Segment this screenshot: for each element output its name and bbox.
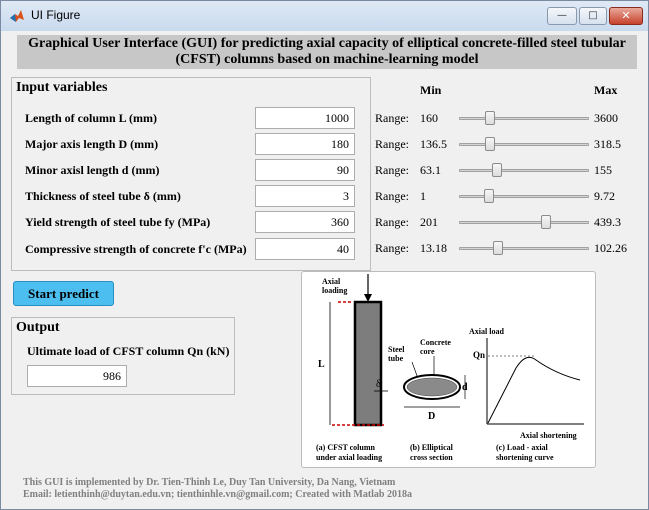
gui-header: Graphical User Interface (GUI) for predi… — [17, 35, 637, 69]
slider-track — [459, 143, 589, 146]
slider-thumb[interactable] — [493, 241, 503, 255]
max-header: Max — [594, 83, 618, 97]
maximize-button[interactable]: □ — [579, 7, 607, 25]
yield-strength-input[interactable]: 360 — [255, 211, 355, 233]
range-max-concrete-strength: 102.26 — [594, 241, 627, 255]
yield-strength-label: Yield strength of steel tube fy (MPa) — [25, 215, 211, 229]
axial-loading-label-1: Axial — [322, 277, 341, 286]
caption-a-line-2: under axial loading — [316, 453, 382, 462]
range-label-major-axis: Range: — [375, 137, 409, 151]
range-label-yield-strength: Range: — [375, 215, 409, 229]
range-label-thickness: Range: — [375, 189, 409, 203]
concrete-core-label-2: core — [420, 347, 435, 356]
column-fill — [355, 302, 381, 425]
range-max-thickness: 9.72 — [594, 189, 615, 203]
slider-thumb[interactable] — [541, 215, 552, 229]
range-max-length: 3600 — [594, 111, 618, 125]
range-max-yield-strength: 439.3 — [594, 215, 621, 229]
length-slider[interactable] — [459, 111, 589, 125]
slider-track — [459, 169, 589, 172]
ultimate-load-label: Ultimate load of CFST column Qn (kN) — [27, 344, 230, 358]
length-symbol: L — [318, 359, 325, 370]
major-axis-symbol: D — [428, 411, 435, 422]
input-variables-title: Input variables — [16, 80, 108, 95]
load-arrow-head — [364, 294, 372, 302]
range-min-length: 160 — [420, 111, 438, 125]
concrete-strength-slider[interactable] — [459, 241, 589, 255]
minor-axis-input[interactable]: 90 — [255, 159, 355, 181]
delta-symbol: δ — [376, 379, 381, 390]
output-panel: Output — [11, 317, 235, 395]
range-label-minor-axis: Range: — [375, 163, 409, 177]
concrete-core-ellipse — [406, 377, 458, 397]
header-line-2: (CFST) columns based on machine-learning… — [175, 52, 479, 67]
range-max-minor-axis: 155 — [594, 163, 612, 177]
range-min-yield-strength: 201 — [420, 215, 438, 229]
range-max-major-axis: 318.5 — [594, 137, 621, 151]
thickness-label: Thickness of steel tube δ (mm) — [25, 189, 181, 203]
caption-b-line-2: cross section — [410, 453, 453, 462]
thickness-input[interactable]: 3 — [255, 185, 355, 207]
minor-axis-slider[interactable] — [459, 163, 589, 177]
steel-tube-label-1: Steel — [388, 345, 405, 354]
start-predict-button[interactable]: Start predict — [13, 281, 114, 306]
axial-load-axis-label: Axial load — [469, 327, 504, 336]
concrete-strength-input[interactable]: 40 — [255, 238, 355, 260]
concrete-core-label-1: Concrete — [420, 338, 451, 347]
load-shortening-curve — [487, 356, 581, 424]
caption-b-line-1: (b) Elliptical — [410, 443, 454, 452]
axial-shortening-axis-label: Axial shortening — [520, 431, 577, 440]
caption-a-line-1: (a) CFST column — [316, 443, 376, 452]
cfst-schematic-figure: Axial loading L δ Steel tube Concrete co… — [301, 271, 596, 468]
min-header: Min — [420, 83, 442, 97]
input-variables-panel: Input variables — [11, 77, 371, 271]
major-axis-input[interactable]: 180 — [255, 133, 355, 155]
slider-thumb[interactable] — [485, 137, 496, 151]
footer-credit: This GUI is implemented by Dr. Tien-Thin… — [23, 477, 396, 488]
slider-thumb[interactable] — [491, 163, 502, 177]
cfst-schematic-svg: Axial loading L δ Steel tube Concrete co… — [316, 274, 584, 462]
slider-track — [459, 117, 589, 120]
range-min-major-axis: 136.5 — [420, 137, 447, 151]
range-label-length: Range: — [375, 111, 409, 125]
matlab-icon — [10, 10, 24, 22]
length-input[interactable]: 1000 — [255, 107, 355, 129]
concrete-strength-label: Compressive strength of concrete f'c (MP… — [25, 242, 247, 256]
header-line-1: Graphical User Interface (GUI) for predi… — [28, 36, 626, 51]
slider-thumb[interactable] — [483, 189, 494, 203]
major-axis-slider[interactable] — [459, 137, 589, 151]
caption-c-line-2: shortening curve — [496, 453, 554, 462]
minimize-button[interactable]: — — [547, 7, 577, 25]
major-axis-label: Major axis length D (mm) — [25, 137, 159, 151]
title-bar: UI Figure — □ ✕ — [1, 1, 648, 31]
range-label-concrete-strength: Range: — [375, 241, 409, 255]
steel-tube-label-2: tube — [388, 354, 404, 363]
length-label: Length of column L (mm) — [25, 111, 157, 125]
slider-track — [459, 195, 589, 198]
thickness-slider[interactable] — [459, 189, 589, 203]
ultimate-load-output[interactable]: 986 — [27, 365, 127, 387]
qn-symbol: Qn — [473, 350, 485, 360]
minor-axis-label: Minor axisl length d (mm) — [25, 163, 160, 177]
range-min-concrete-strength: 13.18 — [420, 241, 447, 255]
axial-loading-label-2: loading — [322, 286, 347, 295]
caption-c-line-1: (c) Load - axial — [496, 443, 549, 452]
minor-axis-symbol: d — [462, 382, 468, 393]
yield-strength-slider[interactable] — [459, 215, 589, 229]
range-min-minor-axis: 63.1 — [420, 163, 441, 177]
slider-track — [459, 247, 589, 250]
slider-track — [459, 221, 589, 224]
range-min-thickness: 1 — [420, 189, 426, 203]
close-button[interactable]: ✕ — [609, 7, 643, 25]
figure-content: Graphical User Interface (GUI) for predi… — [1, 31, 648, 509]
window-title: UI Figure — [31, 8, 81, 22]
footer-email: Email: letienthinh@duytan.edu.vn; tienth… — [23, 489, 412, 500]
output-title: Output — [16, 320, 60, 335]
slider-thumb[interactable] — [485, 111, 496, 125]
